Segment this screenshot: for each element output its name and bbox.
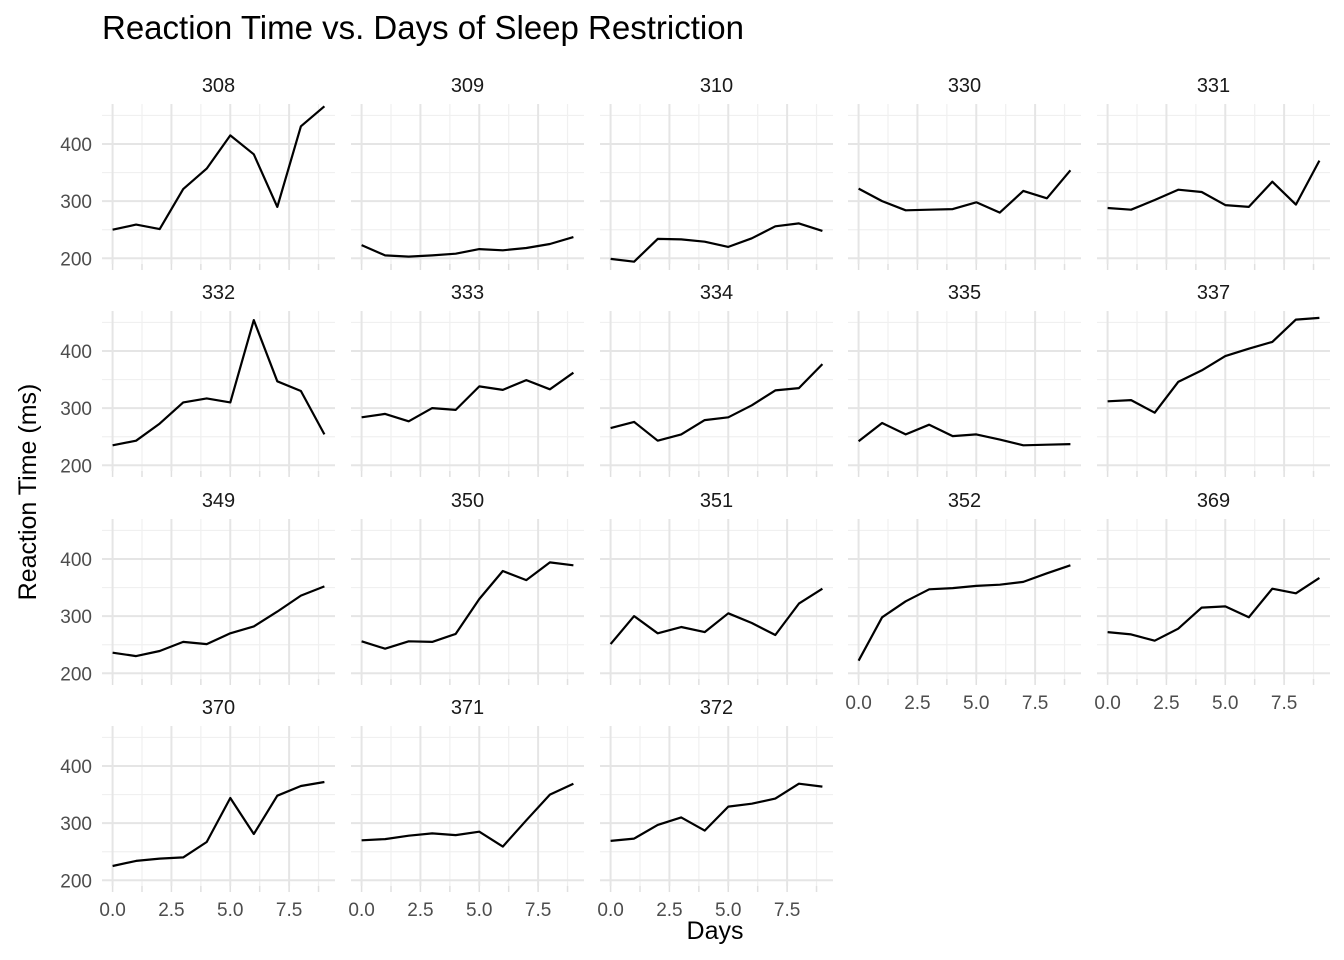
series-line-310 bbox=[610, 222, 823, 263]
strip-label-330: 330 bbox=[948, 75, 981, 97]
y-tick-label: 400 bbox=[60, 342, 92, 363]
series-line-349 bbox=[112, 585, 325, 658]
x-tick-label: 2.5 bbox=[656, 900, 682, 921]
x-tick-label: 0.0 bbox=[1094, 693, 1120, 714]
x-tick-label: 2.5 bbox=[904, 693, 930, 714]
strip-label-308: 308 bbox=[202, 75, 235, 97]
strip-label-352: 352 bbox=[948, 490, 981, 512]
series-line-331 bbox=[1107, 160, 1321, 211]
chart-title: Reaction Time vs. Days of Sleep Restrict… bbox=[102, 9, 744, 46]
facet-panel-335: 335 bbox=[848, 282, 1081, 477]
facet-panel-331: 331 bbox=[1097, 75, 1330, 270]
facet-panel-349: 349 200 300 400 bbox=[60, 490, 335, 685]
strip-label-351: 351 bbox=[700, 490, 733, 512]
x-tick-label: 2.5 bbox=[407, 900, 433, 921]
strip-label-337: 337 bbox=[1197, 282, 1230, 304]
x-tick-label: 7.5 bbox=[525, 900, 551, 921]
x-tick-label: 7.5 bbox=[1271, 693, 1297, 714]
y-tick-label: 200 bbox=[60, 456, 92, 477]
strip-label-349: 349 bbox=[202, 490, 235, 512]
facet-panel-370: 370 200 300 400 0.0 2.5 5.0 7.5 bbox=[60, 697, 335, 921]
strip-label-371: 371 bbox=[451, 697, 484, 719]
strip-label-350: 350 bbox=[451, 490, 484, 512]
facet-panel-310: 310 bbox=[600, 75, 833, 270]
strip-label-370: 370 bbox=[202, 697, 235, 719]
y-tick-label: 300 bbox=[60, 814, 92, 835]
x-tick-label: 5.0 bbox=[715, 900, 741, 921]
series-line-350 bbox=[361, 561, 574, 650]
facet-panel-308: 308 200 300 400 bbox=[60, 75, 335, 270]
facet-panel-330: 330 bbox=[848, 75, 1081, 270]
facet-panel-352: 352 0.0 2.5 5.0 7.5 bbox=[845, 490, 1081, 714]
x-axis-title: Days bbox=[687, 917, 744, 945]
series-line-372 bbox=[610, 782, 823, 842]
series-line-308 bbox=[112, 105, 326, 231]
series-line-352 bbox=[857, 564, 1071, 662]
x-tick-label: 0.0 bbox=[99, 900, 125, 921]
x-tick-label: 2.5 bbox=[158, 900, 184, 921]
strip-label-334: 334 bbox=[700, 282, 733, 304]
strip-label-332: 332 bbox=[202, 282, 235, 304]
strip-label-333: 333 bbox=[451, 282, 484, 304]
facet-panel-337: 337 bbox=[1097, 282, 1330, 477]
y-tick-label: 200 bbox=[60, 249, 92, 270]
facet-panel-350: 350 bbox=[351, 490, 584, 685]
strip-label-335: 335 bbox=[948, 282, 981, 304]
x-tick-label: 5.0 bbox=[466, 900, 492, 921]
x-tick-label: 7.5 bbox=[1022, 693, 1048, 714]
series-line-351 bbox=[609, 587, 823, 645]
strip-label-369: 369 bbox=[1197, 490, 1230, 512]
facet-panel-369: 369 0.0 2.5 5.0 7.5 bbox=[1094, 490, 1330, 714]
y-tick-label: 300 bbox=[60, 192, 92, 213]
series-line-332 bbox=[112, 319, 326, 447]
facet-panel-309: 309 bbox=[351, 75, 584, 270]
y-tick-label: 300 bbox=[60, 399, 92, 420]
series-line-334 bbox=[610, 363, 824, 442]
strip-label-331: 331 bbox=[1197, 75, 1230, 97]
series-line-335 bbox=[857, 421, 1071, 447]
y-tick-label: 200 bbox=[60, 664, 92, 685]
strip-label-309: 309 bbox=[451, 75, 484, 97]
y-tick-label: 400 bbox=[60, 757, 92, 778]
x-tick-label: 2.5 bbox=[1153, 693, 1179, 714]
facet-panel-333: 333 bbox=[351, 282, 584, 477]
x-tick-label: 5.0 bbox=[963, 693, 989, 714]
series-line-370 bbox=[112, 780, 325, 868]
facet-panel-351: 351 bbox=[600, 490, 833, 685]
facet-panel-334: 334 bbox=[600, 282, 833, 477]
y-tick-label: 400 bbox=[60, 135, 92, 156]
y-tick-label: 300 bbox=[60, 607, 92, 628]
x-tick-label: 5.0 bbox=[217, 900, 243, 921]
y-tick-label: 200 bbox=[60, 871, 92, 892]
x-tick-label: 0.0 bbox=[845, 693, 871, 714]
facet-panels: 308 200 300 400 309 310 330 331 332 200 300 400 333 3… bbox=[60, 75, 1330, 921]
x-tick-label: 7.5 bbox=[276, 900, 302, 921]
facet-panel-372: 372 0.0 2.5 5.0 7.5 bbox=[597, 697, 833, 921]
y-tick-label: 400 bbox=[60, 550, 92, 571]
series-line-337 bbox=[1107, 316, 1320, 414]
series-line-369 bbox=[1107, 576, 1321, 642]
facet-panel-371: 371 0.0 2.5 5.0 7.5 bbox=[348, 697, 584, 921]
x-tick-label: 0.0 bbox=[597, 900, 623, 921]
x-tick-label: 5.0 bbox=[1212, 693, 1238, 714]
y-axis-title: Reaction Time (ms) bbox=[14, 384, 42, 601]
series-line-309 bbox=[361, 236, 574, 258]
x-tick-label: 0.0 bbox=[348, 900, 374, 921]
strip-label-310: 310 bbox=[700, 75, 733, 97]
facet-panel-332: 332 200 300 400 bbox=[60, 282, 335, 477]
series-line-333 bbox=[361, 371, 575, 423]
x-tick-label: 7.5 bbox=[774, 900, 800, 921]
series-line-330 bbox=[858, 169, 1072, 214]
strip-label-372: 372 bbox=[700, 697, 733, 719]
series-line-371 bbox=[361, 782, 574, 848]
